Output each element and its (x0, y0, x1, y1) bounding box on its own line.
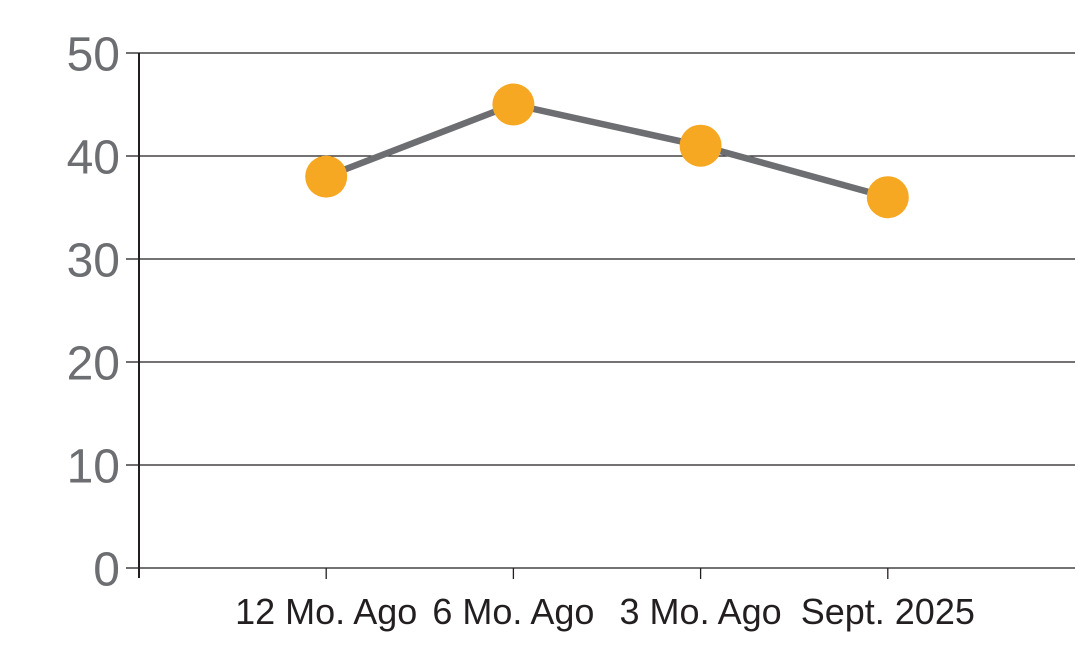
y-tick-label: 40 (67, 131, 120, 184)
x-tick-label: 6 Mo. Ago (432, 591, 594, 632)
data-point-marker (305, 155, 348, 198)
x-tick-label: 3 Mo. Ago (620, 591, 782, 632)
data-point-marker (492, 83, 535, 126)
y-tick-label: 0 (93, 543, 120, 596)
data-point-marker (679, 124, 722, 167)
y-tick-label: 10 (67, 440, 120, 493)
y-tick-label: 20 (67, 337, 120, 390)
data-point-marker (866, 176, 909, 219)
x-tick-label: Sept. 2025 (801, 591, 975, 632)
x-tick-label: 12 Mo. Ago (235, 591, 417, 632)
y-tick-label: 30 (67, 234, 120, 287)
series-line (322, 101, 892, 201)
y-tick-label: 50 (67, 28, 120, 81)
